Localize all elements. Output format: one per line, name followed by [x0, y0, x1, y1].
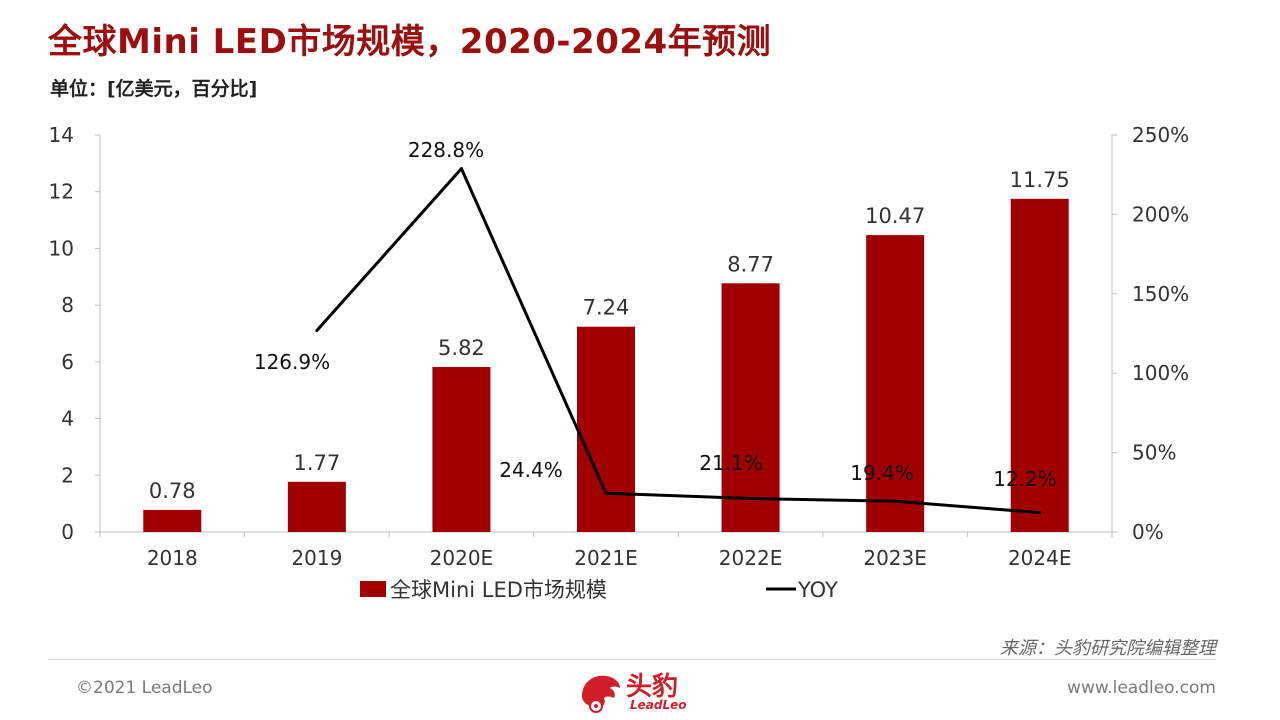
- source-note: 来源：头豹研究院编辑整理: [1000, 638, 1216, 659]
- bar-value-label: 10.47: [865, 204, 925, 228]
- bar-value-label: 11.75: [1010, 168, 1070, 192]
- bar: [721, 283, 780, 532]
- legend-bar-label: 全球Mini LED市场规模: [390, 578, 607, 602]
- x-tick-label: 2024E: [1008, 546, 1072, 570]
- bar-value-label: 7.24: [583, 296, 630, 320]
- page-title: 全球Mini LED市场规模，2020-2024年预测: [48, 22, 772, 62]
- x-tick-label: 2021E: [574, 546, 638, 570]
- yoy-point: [459, 167, 463, 171]
- yoy-value-label: 12.2%: [993, 467, 1057, 491]
- yoy-value-label: 24.4%: [499, 458, 563, 482]
- bar-value-label: 0.78: [149, 479, 196, 503]
- data-labels: 0.78 1.77 5.82 7.24 8.77 10.47 11.75 126.9% 228.…: [149, 138, 1070, 503]
- unit-label: 单位：[亿美元，百分比]: [50, 78, 258, 100]
- logo-text: 头豹: [626, 672, 679, 702]
- line-series: [315, 167, 1042, 515]
- chart-legend: 全球Mini LED市场规模 YOY: [360, 578, 838, 602]
- x-tick-label: 2019: [291, 546, 342, 570]
- yoy-point: [315, 328, 319, 332]
- bar-value-label: 5.82: [438, 336, 485, 360]
- copyright-text: ©2021 LeadLeo: [76, 678, 213, 698]
- bar-value-label: 8.77: [727, 252, 774, 276]
- yoy-value-label: 21.1%: [699, 451, 763, 475]
- x-tick-label: 2023E: [863, 546, 927, 570]
- chart-axes: 0 2 4 6 8 10 12 14 0% 50% 100% 150% 200% 250% 2018 2019…: [49, 123, 1190, 570]
- x-tick-label: 2022E: [719, 546, 783, 570]
- x-tick-label: 2018: [147, 546, 198, 570]
- yoy-value-label: 228.8%: [408, 138, 484, 162]
- bar: [287, 481, 346, 532]
- yoy-value-label: 126.9%: [254, 350, 330, 374]
- yoy-point: [893, 499, 897, 503]
- bar-value-label: 1.77: [293, 451, 340, 475]
- leopard-icon: [582, 675, 620, 713]
- chart: 0 2 4 6 8 10 12 14 0% 50% 100% 150% 200% 250% 2018 2019…: [49, 123, 1190, 602]
- y-left-tick-label: 8: [61, 293, 74, 317]
- y-left-tick-label: 14: [49, 123, 74, 147]
- y-right-tick-label: 50%: [1132, 441, 1176, 465]
- bar: [866, 235, 925, 532]
- bar: [432, 366, 491, 532]
- y-right-tick-label: 100%: [1132, 361, 1189, 385]
- logo-subtext: LeadLeo: [630, 698, 687, 712]
- yoy-line: [315, 167, 1040, 515]
- y-left-tick-label: 10: [49, 236, 74, 260]
- legend-bar-swatch: [360, 581, 386, 597]
- yoy-point: [749, 496, 753, 500]
- website-link[interactable]: www.leadleo.com: [1067, 678, 1216, 698]
- y-right-tick-label: 0%: [1132, 520, 1164, 544]
- y-left-tick-label: 6: [61, 350, 74, 374]
- yoy-point: [604, 491, 608, 495]
- footer-divider: [48, 659, 1216, 660]
- y-right-tick-label: 250%: [1132, 123, 1189, 147]
- y-left-tick-label: 12: [49, 180, 74, 204]
- x-tick-label: 2020E: [430, 546, 494, 570]
- y-left-tick-label: 4: [61, 407, 74, 431]
- bar: [1010, 198, 1069, 532]
- bar-series: [143, 198, 1069, 532]
- bar: [143, 509, 202, 532]
- leadleo-logo: 头豹 LeadLeo: [576, 664, 706, 720]
- y-left-tick-label: 0: [61, 520, 74, 544]
- y-right-tick-label: 200%: [1132, 202, 1189, 226]
- bar: [577, 326, 635, 532]
- y-right-tick-label: 150%: [1132, 282, 1189, 306]
- yoy-value-label: 19.4%: [850, 461, 914, 485]
- y-left-tick-label: 2: [61, 463, 74, 487]
- yoy-point: [1038, 511, 1042, 515]
- legend-line-label: YOY: [797, 578, 838, 602]
